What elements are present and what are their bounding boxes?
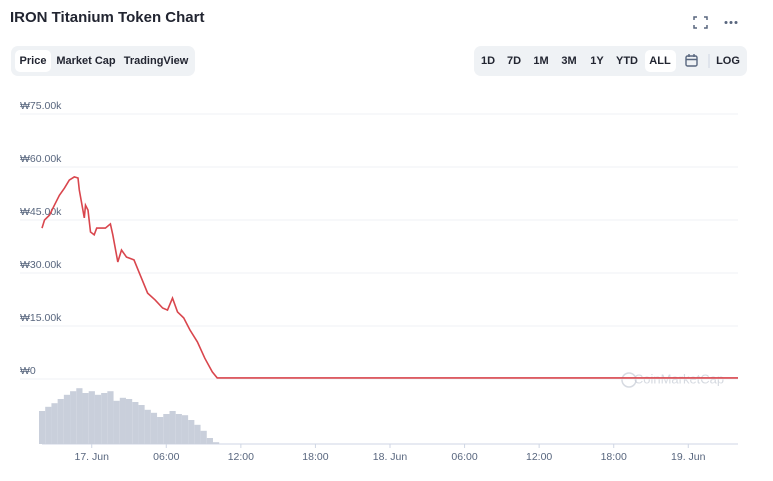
y-tick-label: ₩45.00k (20, 206, 62, 218)
x-tick-label: 12:00 (526, 451, 552, 463)
volume-bar (206, 438, 213, 444)
x-tick-label: 18. Jun (373, 451, 408, 463)
y-tick-label: ₩15.00k (20, 312, 62, 324)
range-button[interactable]: YTD (616, 55, 638, 67)
chart-title: IRON Titanium Token Chart (10, 9, 204, 26)
fullscreen-icon[interactable] (693, 16, 708, 29)
volume-bar (188, 420, 195, 444)
x-tick-label: 17. Jun (74, 451, 109, 463)
volume-bar (63, 394, 71, 444)
volume-bar (144, 409, 151, 444)
tab-group (11, 46, 195, 76)
volume-bar (157, 417, 164, 444)
x-tick-label: 06:00 (153, 451, 179, 463)
x-tick-label: 19. Jun (671, 451, 706, 463)
volume-bar (107, 391, 114, 444)
volume-bar (101, 393, 108, 444)
x-tick-label: 06:00 (451, 451, 477, 463)
volume-bar (138, 405, 145, 444)
x-tick-label: 12:00 (228, 451, 254, 463)
calendar-icon[interactable] (685, 54, 698, 67)
range-button[interactable]: ALL (649, 55, 671, 67)
volume-bar (126, 399, 133, 444)
volume-bar (200, 430, 207, 444)
volume-bar (163, 414, 170, 444)
volume-bar (150, 412, 158, 444)
volume-bar (113, 400, 120, 444)
volume-bar (175, 414, 182, 444)
range-button[interactable]: 7D (507, 55, 521, 67)
volume-bar (94, 394, 102, 444)
volume-bar (39, 411, 46, 444)
watermark-logo (621, 372, 637, 388)
y-tick-label: ₩30.00k (20, 259, 62, 271)
volume-bar (51, 403, 58, 444)
x-tick-label: 18:00 (601, 451, 627, 463)
volume-bar (169, 411, 176, 444)
price-line (41, 176, 738, 379)
range-button[interactable]: 1D (481, 55, 495, 67)
more-icon[interactable] (724, 21, 738, 24)
volume-bar (57, 399, 64, 444)
log-button[interactable]: LOG (716, 55, 740, 67)
y-tick-label: ₩60.00k (20, 153, 62, 165)
volume-bar (132, 402, 139, 444)
tab[interactable]: Price (20, 55, 47, 67)
y-tick-label: ₩0 (20, 365, 36, 377)
volume-bar (70, 391, 77, 444)
active-range (645, 50, 676, 72)
active-tab (15, 50, 51, 72)
volume-bar (181, 415, 189, 444)
volume-bar (45, 406, 52, 444)
tab[interactable]: TradingView (124, 55, 189, 67)
volume-bar (194, 424, 201, 444)
volume-bar (76, 388, 83, 444)
volume-bar (213, 442, 220, 444)
range-button[interactable]: 1M (533, 55, 548, 67)
volume-bar (119, 397, 126, 444)
range-button[interactable]: 1Y (590, 55, 604, 67)
range-group (474, 46, 747, 76)
x-tick-label: 18:00 (302, 451, 328, 463)
range-button[interactable]: 3M (561, 55, 576, 67)
y-tick-label: ₩75.00k (20, 100, 62, 112)
volume-bar (82, 393, 89, 444)
volume-bar (88, 391, 95, 444)
tab[interactable]: Market Cap (56, 55, 116, 67)
